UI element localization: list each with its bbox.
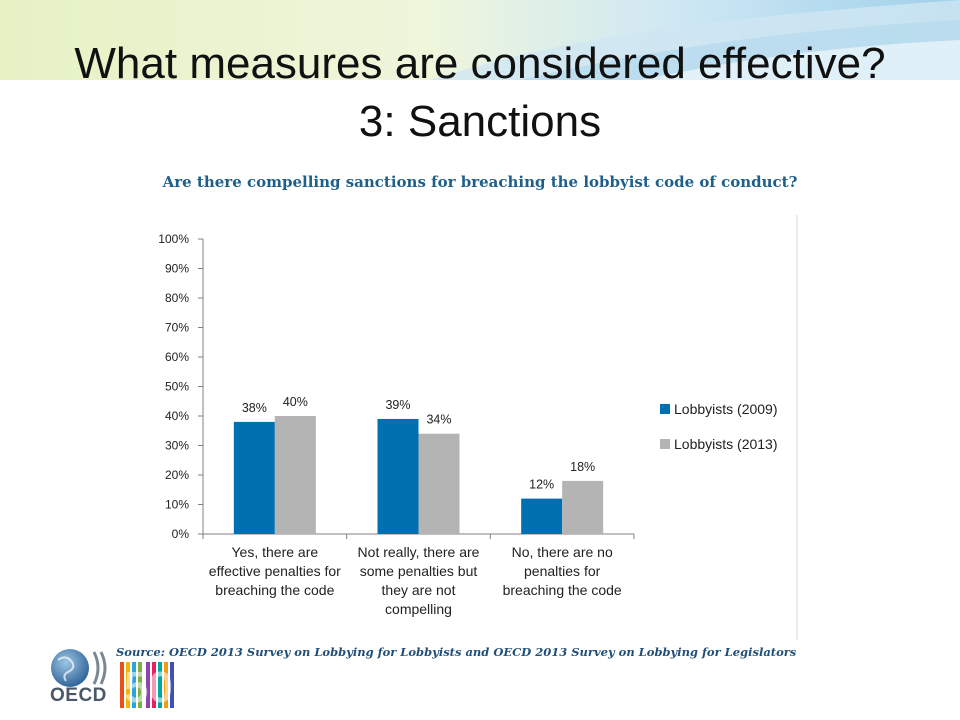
bar <box>418 433 460 534</box>
bar <box>274 416 316 534</box>
globe-icon <box>51 649 89 687</box>
y-tick-label: 30% <box>165 439 189 453</box>
y-tick-label: 10% <box>165 498 189 512</box>
data-label: 18% <box>570 460 595 474</box>
bar <box>521 498 563 534</box>
oecd-logo-text: OECD <box>50 685 107 706</box>
data-label: 12% <box>529 478 554 492</box>
legend-swatch <box>660 439 670 449</box>
bar <box>233 421 275 534</box>
chart-title: Are there compelling sanctions for breac… <box>162 173 798 191</box>
y-tick-label: 70% <box>165 321 189 335</box>
data-label: 34% <box>426 413 451 427</box>
y-tick-label: 80% <box>165 291 189 305</box>
slide-title-line2: 3: Sanctions <box>358 97 602 146</box>
legend-swatch <box>660 404 670 414</box>
y-tick-label: 90% <box>165 262 189 276</box>
y-tick-label: 50% <box>165 380 189 394</box>
y-tick-label: 100% <box>158 232 189 246</box>
anniversary-50-icon <box>120 662 174 708</box>
source-note: Source: OECD 2013 Survey on Lobbying for… <box>116 645 797 659</box>
y-tick-label: 40% <box>165 409 189 423</box>
header-wave <box>640 40 960 80</box>
y-tick-label: 20% <box>165 468 189 482</box>
arc-icon <box>92 651 100 685</box>
oecd-50-logo: 50 <box>51 649 174 712</box>
legend-label: Lobbyists (2009) <box>674 401 778 417</box>
y-tick-label: 60% <box>165 350 189 364</box>
category-label: Not really, there are some penalties but t… <box>358 544 480 617</box>
arc-icon <box>99 651 107 685</box>
data-label: 39% <box>385 398 410 412</box>
category-label: No, there are no penalties for breaching t… <box>503 544 622 598</box>
slide-title-line1: What measures are considered effective? <box>74 39 886 88</box>
legend-label: Lobbyists (2013) <box>674 436 778 452</box>
bar <box>377 418 419 534</box>
data-label: 40% <box>283 395 308 409</box>
logo-number: 50 <box>124 663 173 712</box>
category-label: Yes, there are effective penalties for bre… <box>209 544 341 598</box>
y-tick-label: 0% <box>172 527 190 541</box>
data-label: 38% <box>242 401 267 415</box>
bar <box>562 480 604 534</box>
